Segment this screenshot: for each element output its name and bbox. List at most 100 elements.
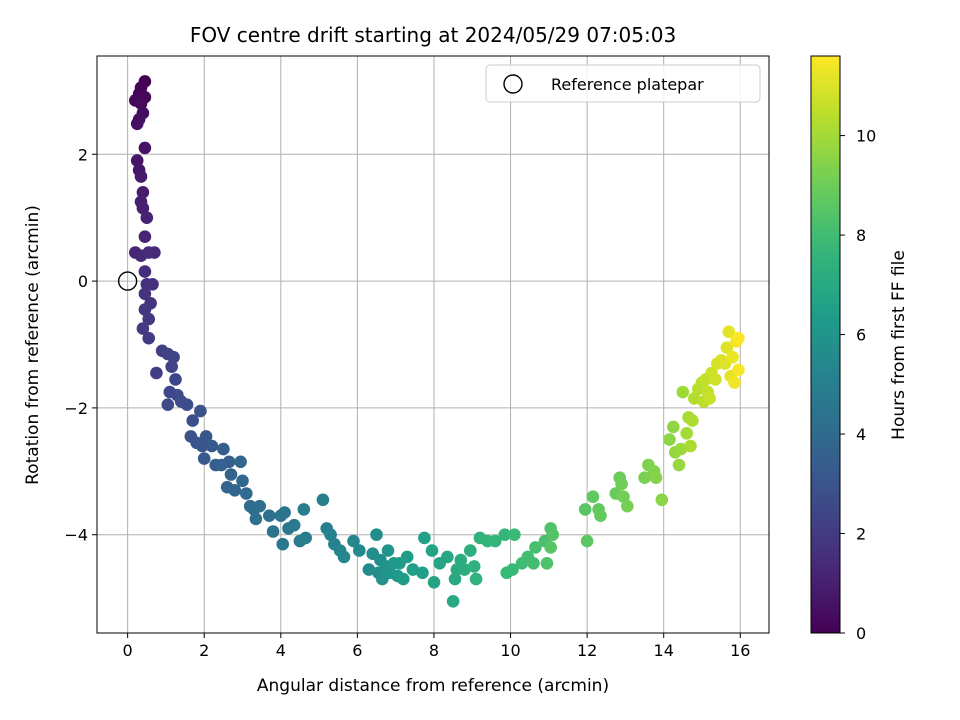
x-tick-label: 4 xyxy=(276,641,286,660)
data-point xyxy=(581,535,594,548)
legend-label: Reference platepar xyxy=(551,75,704,94)
x-tick-label: 6 xyxy=(352,641,362,660)
data-point xyxy=(541,557,554,570)
legend: Reference platepar xyxy=(486,65,760,102)
data-point xyxy=(139,142,152,155)
data-point xyxy=(441,551,454,564)
colorbar-tick-label: 2 xyxy=(856,525,866,544)
data-point xyxy=(527,557,540,570)
data-point xyxy=(650,471,663,484)
colorbar-label: Hours from first FF file xyxy=(889,250,909,440)
data-point xyxy=(288,519,301,532)
data-point xyxy=(426,544,439,557)
data-point xyxy=(240,487,253,500)
data-point xyxy=(165,360,178,373)
data-point xyxy=(370,528,383,541)
data-point xyxy=(728,376,741,389)
colorbar-tick-label: 0 xyxy=(856,624,866,643)
data-point xyxy=(298,503,311,516)
x-axis-label: Angular distance from reference (arcmin) xyxy=(257,676,609,696)
x-tick-label: 8 xyxy=(429,641,439,660)
data-point xyxy=(544,541,557,554)
data-point xyxy=(726,351,739,364)
data-point xyxy=(470,573,483,586)
data-point xyxy=(508,528,521,541)
data-point xyxy=(587,490,600,503)
data-point xyxy=(663,433,676,446)
y-axis-label: Rotation from reference (arcmin) xyxy=(23,205,43,485)
data-point xyxy=(139,265,152,278)
data-point xyxy=(686,414,699,427)
data-point xyxy=(225,468,238,481)
data-point xyxy=(579,503,592,516)
data-point xyxy=(418,532,431,545)
data-point xyxy=(401,551,414,564)
chart-title: FOV centre drift starting at 2024/05/29 … xyxy=(190,23,676,47)
data-point xyxy=(267,525,280,538)
data-point xyxy=(236,475,249,488)
data-point xyxy=(162,398,175,411)
y-tick-label: −4 xyxy=(64,526,88,545)
data-point xyxy=(621,500,634,513)
data-point xyxy=(428,576,441,589)
y-tick-label: −2 xyxy=(64,399,88,418)
x-tick-label: 2 xyxy=(199,641,209,660)
data-point xyxy=(215,459,228,472)
data-point xyxy=(338,551,351,564)
data-point xyxy=(131,118,144,131)
data-point xyxy=(732,332,745,345)
data-point xyxy=(169,373,182,386)
data-point xyxy=(141,211,154,224)
data-point xyxy=(198,452,211,465)
data-point xyxy=(703,392,716,405)
data-point xyxy=(416,567,429,580)
x-tick-label: 10 xyxy=(500,641,520,660)
data-point xyxy=(317,494,330,507)
data-point xyxy=(206,440,219,453)
x-tick-label: 14 xyxy=(654,641,674,660)
data-point xyxy=(677,386,690,399)
data-point xyxy=(447,595,460,608)
colorbar-tick-label: 4 xyxy=(856,425,866,444)
colorbar-tick-label: 8 xyxy=(856,226,866,245)
y-tick-label: 2 xyxy=(78,145,88,164)
data-point xyxy=(142,332,155,345)
data-point xyxy=(181,398,194,411)
data-point xyxy=(299,532,312,545)
data-point xyxy=(276,538,289,551)
data-point xyxy=(139,230,152,243)
fov-drift-chart: FOV centre drift starting at 2024/05/29 … xyxy=(0,0,960,720)
colorbar-tick-label: 6 xyxy=(856,326,866,345)
data-point xyxy=(546,528,559,541)
colorbar-gradient xyxy=(811,56,840,633)
data-point xyxy=(135,170,148,183)
data-point xyxy=(709,373,722,386)
data-point xyxy=(150,367,163,380)
data-point xyxy=(353,544,366,557)
x-tick-label: 16 xyxy=(730,641,750,660)
data-point xyxy=(250,513,263,526)
data-point xyxy=(397,573,410,586)
data-point xyxy=(468,560,481,573)
data-point xyxy=(667,421,680,434)
data-point xyxy=(194,405,207,418)
data-point xyxy=(253,500,266,513)
data-point xyxy=(382,544,395,557)
data-point xyxy=(217,443,230,456)
x-tick-label: 0 xyxy=(123,641,133,660)
data-point xyxy=(673,459,686,472)
data-point xyxy=(656,494,669,507)
data-point xyxy=(263,509,276,522)
data-point xyxy=(148,246,161,259)
data-point xyxy=(680,427,693,440)
data-point xyxy=(464,544,477,557)
x-tick-label: 12 xyxy=(577,641,597,660)
data-point xyxy=(615,478,628,491)
data-point xyxy=(278,506,291,519)
data-point xyxy=(684,440,697,453)
y-tick-label: 0 xyxy=(78,272,88,291)
colorbar-tick-label: 10 xyxy=(856,127,876,146)
data-point xyxy=(234,456,247,469)
data-point xyxy=(732,364,745,377)
data-point xyxy=(594,509,607,522)
